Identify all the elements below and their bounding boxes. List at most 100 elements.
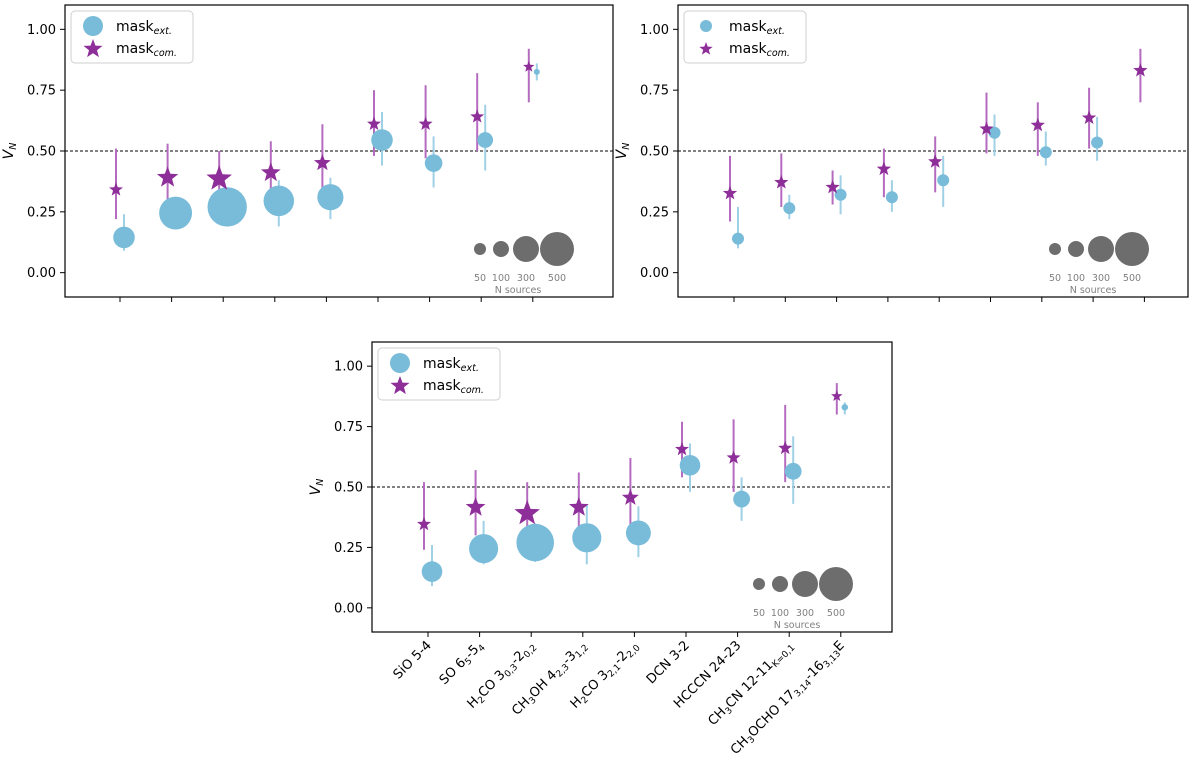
point-mask-ext [572, 523, 602, 553]
panel-bottom: 0.000.250.500.751.00VNmaskext.maskcom.50… [308, 341, 893, 758]
y-tick-label: 0.75 [334, 420, 363, 435]
y-tick-label: 0.50 [640, 145, 669, 160]
point-mask-ext [424, 154, 443, 172]
legend-label-main: mask [729, 41, 768, 57]
y-tick-label: 0.75 [640, 84, 669, 99]
y-tick-label: 0.50 [27, 145, 56, 160]
point-mask-com [722, 185, 738, 200]
point-mask-ext [113, 226, 135, 249]
point-mask-ext [371, 129, 393, 151]
y-tick-label: 0.25 [640, 205, 669, 220]
legend-label: maskext. [423, 356, 479, 374]
legend-label-main: mask [423, 356, 462, 372]
panel-top-right: 0.000.250.500.751.00VNmaskext.maskcom.50… [614, 4, 1189, 302]
size-legend-title: N sources [774, 620, 821, 631]
point-mask-com [206, 165, 232, 190]
size-legend-title: N sources [495, 285, 542, 296]
point-mask-ext [679, 454, 701, 476]
legend: maskext.maskcom. [377, 347, 501, 401]
legend-label-sub: ext. [767, 26, 785, 37]
y-tick-label: 1.00 [334, 360, 363, 375]
x-category-part: 4 [477, 643, 488, 654]
size-legend-marker [513, 236, 539, 262]
point-mask-ext [207, 187, 247, 227]
size-legend-marker [753, 578, 765, 590]
size-legend-label: 500 [1123, 273, 1141, 284]
x-category-part: 3 [724, 706, 735, 717]
x-category-part: DCN 3-2 [644, 638, 693, 687]
size-legend-marker [493, 241, 509, 257]
point-mask-ext [733, 490, 750, 508]
size-legend-label: 100 [492, 273, 510, 284]
size-legend-marker [1068, 241, 1084, 257]
size-legend-label: 300 [796, 608, 814, 619]
point-mask-ext [732, 232, 744, 245]
point-mask-com [417, 516, 431, 531]
size-legend-marker [1088, 236, 1114, 262]
point-mask-com [1081, 110, 1097, 124]
point-mask-com [979, 121, 994, 135]
x-category-part: CN 12-11 [723, 658, 777, 712]
x-category-part: 3 [528, 696, 539, 707]
y-tick-label: 0.25 [27, 205, 56, 220]
legend-marker-com [390, 376, 410, 395]
point-mask-com [313, 154, 331, 171]
x-category-part: 3 [746, 735, 757, 746]
legend-frame [683, 10, 807, 64]
point-mask-com [621, 488, 639, 505]
size-legend-marker [772, 576, 788, 592]
legend-label-main: mask [729, 19, 768, 35]
point-mask-com [470, 109, 485, 123]
point-mask-ext [159, 196, 193, 230]
size-legend-marker [540, 232, 574, 266]
y-tick-label: 0.00 [334, 601, 363, 616]
size-legend: 50 100 300 500 N sources [1049, 232, 1149, 296]
y-tick-label: 0.00 [640, 266, 669, 281]
point-mask-com [523, 60, 535, 72]
legend-label-main: mask [116, 19, 155, 35]
point-mask-ext [885, 191, 898, 204]
y-axis-label-sub: N [8, 143, 19, 150]
point-mask-ext [1091, 136, 1104, 149]
size-legend-marker [819, 567, 853, 601]
y-tick-label: 0.25 [334, 541, 363, 556]
point-mask-ext [783, 202, 796, 215]
size-legend-marker [1049, 243, 1061, 255]
legend-label: maskcom. [729, 41, 790, 59]
legend-label-main: mask [423, 378, 462, 394]
point-mask-ext [625, 520, 651, 546]
size-legend-marker [474, 243, 486, 255]
point-mask-ext [477, 132, 494, 148]
y-tick-label: 1.00 [640, 23, 669, 38]
point-mask-com [1133, 62, 1148, 77]
legend-marker-com [699, 42, 713, 55]
size-legend-label: 300 [517, 273, 535, 284]
size-legend-label: 100 [1067, 273, 1085, 284]
point-mask-ext [988, 126, 1001, 139]
legend-label: maskcom. [116, 41, 177, 59]
legend-marker-ext [83, 16, 103, 36]
y-tick-label: 0.00 [27, 266, 56, 281]
size-legend-marker [1115, 232, 1149, 266]
x-category-part: K=0,1 [771, 643, 798, 670]
legend-label-sub: ext. [461, 363, 479, 374]
point-mask-ext [516, 523, 554, 562]
point-mask-ext [1039, 146, 1052, 159]
point-mask-com [675, 441, 689, 456]
size-legend-label: 50 [1049, 273, 1061, 284]
x-category-part: 2 [476, 695, 487, 706]
point-mask-com [774, 174, 789, 189]
legend-label: maskext. [116, 19, 172, 37]
point-mask-com [825, 179, 840, 194]
legend: maskext.maskcom. [683, 10, 807, 64]
point-mask-ext [317, 184, 344, 211]
size-legend-label: 50 [474, 273, 486, 284]
point-mask-com [876, 161, 892, 176]
legend-label-sub: com. [767, 48, 790, 59]
legend: maskext. maskcom. [70, 10, 194, 64]
y-axis-label-sub: N [621, 143, 632, 150]
point-mask-com [1030, 117, 1045, 132]
point-mask-ext [469, 534, 499, 564]
point-mask-ext [421, 561, 443, 582]
